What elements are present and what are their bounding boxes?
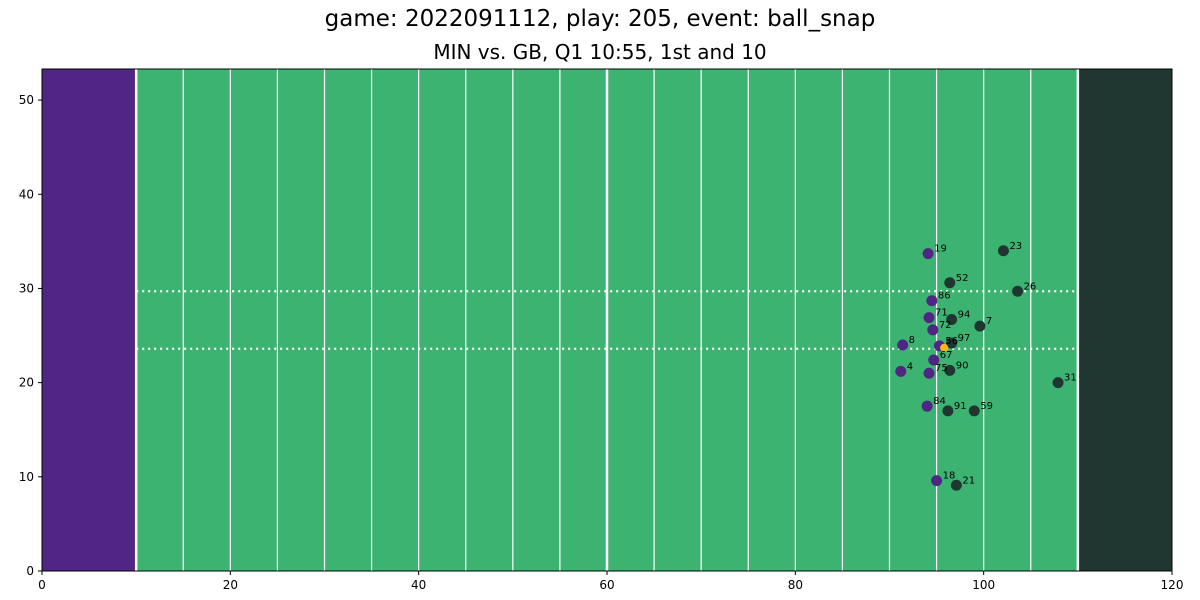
player-point bbox=[921, 400, 933, 412]
y-tick-label: 30 bbox=[19, 281, 34, 295]
x-tick-label: 40 bbox=[411, 578, 426, 592]
player-point bbox=[968, 405, 980, 417]
player-number-label: 19 bbox=[934, 244, 947, 255]
player-point bbox=[927, 324, 939, 336]
player-number-label: 71 bbox=[935, 308, 948, 319]
y-tick-label: 40 bbox=[19, 187, 34, 201]
player-number-label: 23 bbox=[1009, 241, 1022, 252]
y-tick-label: 20 bbox=[19, 376, 34, 390]
player-number-label: 84 bbox=[933, 396, 946, 407]
player-number-label: 94 bbox=[958, 310, 971, 321]
player-number-label: 4 bbox=[907, 361, 913, 372]
player-point bbox=[1012, 285, 1024, 297]
x-tick-label: 120 bbox=[1161, 578, 1184, 592]
player-point bbox=[940, 343, 949, 352]
y-tick-label: 10 bbox=[19, 470, 34, 484]
x-tick-label: 0 bbox=[38, 578, 46, 592]
player-number-label: 18 bbox=[943, 471, 956, 482]
player-number-label: 59 bbox=[980, 401, 993, 412]
x-tick-label: 100 bbox=[972, 578, 995, 592]
player-number-label: 91 bbox=[954, 401, 967, 412]
chart-subtitle: MIN vs. GB, Q1 10:55, 1st and 10 bbox=[433, 40, 767, 64]
player-number-label: 86 bbox=[938, 291, 951, 302]
player-point bbox=[946, 337, 958, 349]
player-number-label: 52 bbox=[956, 273, 969, 284]
player-point bbox=[923, 312, 935, 324]
axes: 0 20 40 60 80 100 120 0 10 20 30 40 50 bbox=[19, 68, 1184, 592]
player-point bbox=[942, 405, 954, 417]
player-number-label: 75 bbox=[935, 363, 948, 374]
y-tick-label: 50 bbox=[19, 93, 34, 107]
plot-area bbox=[42, 69, 1172, 571]
player-point bbox=[923, 367, 935, 379]
player-number-label: 90 bbox=[956, 360, 969, 371]
player-point bbox=[944, 277, 956, 289]
player-number-label: 26 bbox=[1024, 281, 1037, 292]
left-endzone bbox=[42, 69, 137, 571]
player-point bbox=[946, 314, 958, 326]
player-number-label: 8 bbox=[909, 335, 915, 346]
right-endzone bbox=[1077, 69, 1172, 571]
player-number-label: 72 bbox=[939, 320, 952, 331]
player-number-label: 21 bbox=[962, 475, 975, 486]
player-number-label: 31 bbox=[1064, 373, 1077, 384]
x-tick-label: 20 bbox=[223, 578, 238, 592]
x-tick-label: 80 bbox=[788, 578, 803, 592]
player-point bbox=[895, 365, 907, 377]
player-number-label: 67 bbox=[940, 350, 953, 361]
player-point bbox=[897, 339, 909, 351]
player-number-label: 56 bbox=[945, 336, 958, 347]
x-tick-label: 60 bbox=[599, 578, 614, 592]
y-tick-label: 0 bbox=[26, 564, 34, 578]
player-point bbox=[974, 320, 986, 332]
player-point bbox=[928, 354, 940, 366]
player-point bbox=[1052, 377, 1064, 389]
player-point bbox=[950, 479, 962, 491]
player-number-label: 7 bbox=[986, 316, 992, 327]
player-point bbox=[997, 245, 1009, 257]
player-point bbox=[931, 475, 943, 487]
chart-title: game: 2022091112, play: 205, event: ball… bbox=[324, 6, 876, 32]
player-point bbox=[926, 295, 938, 307]
player-point bbox=[922, 248, 934, 260]
player-number-label: 97 bbox=[958, 333, 971, 344]
player-point bbox=[944, 364, 956, 376]
